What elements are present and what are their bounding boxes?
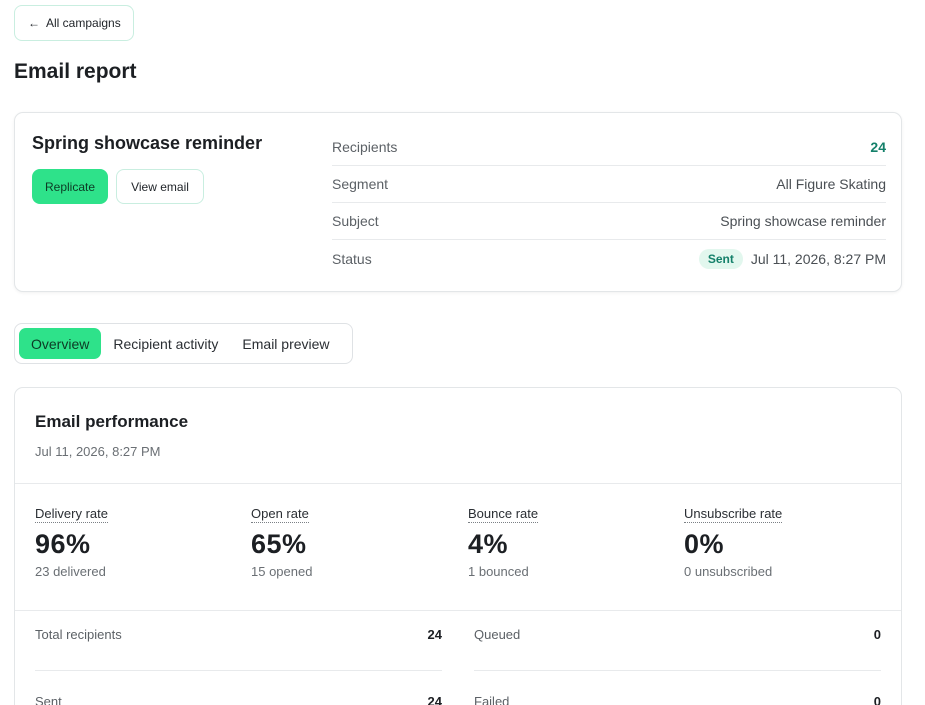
stat-value: 24 [427, 627, 442, 642]
detail-label: Recipients [332, 139, 398, 155]
metric-label[interactable]: Unsubscribe rate [684, 506, 783, 523]
sent-timestamp: Jul 11, 2026, 8:27 PM [750, 250, 886, 267]
metric-subtext: 0 unsubscribed [684, 564, 773, 579]
tab-recipient-activity[interactable]: Recipient activity [113, 335, 219, 352]
stat-row-total-recipients: Total recipients 24 [35, 627, 442, 671]
metric-bounce-rate: Bounce rate 4% 1 bounced [468, 505, 668, 579]
campaign-summary-card: Spring showcase reminder Replicate View … [14, 112, 902, 292]
metric-value: 0% [684, 529, 725, 559]
stats-right-column: Queued 0 Failed 0 [474, 627, 881, 705]
replicate-button[interactable]: Replicate [32, 169, 108, 204]
performance-title: Email performance [35, 412, 189, 431]
metric-value: 96% [35, 529, 91, 559]
stat-label: Queued [474, 627, 521, 642]
detail-row-subject: Subject Spring showcase reminder [332, 203, 886, 240]
metric-unsubscribe-rate: Unsubscribe rate 0% 0 unsubscribed [684, 505, 884, 579]
metric-subtext: 23 delivered [35, 564, 106, 579]
tab-email-preview[interactable]: Email preview [242, 335, 330, 352]
stat-row-sent: Sent 24 [35, 671, 442, 705]
segment-value: All Figure Skating [776, 176, 886, 192]
metric-subtext: 15 opened [251, 564, 313, 579]
view-email-button[interactable]: View email [116, 169, 204, 204]
performance-date: Jul 11, 2026, 8:27 PM [35, 444, 161, 459]
campaign-details: Recipients 24 Segment All Figure Skating… [332, 129, 886, 277]
divider [15, 483, 901, 484]
arrow-left-icon: ← [28, 16, 40, 30]
stat-row-failed: Failed 0 [474, 671, 881, 705]
metric-label[interactable]: Open rate [251, 506, 309, 523]
metric-open-rate: Open rate 65% 15 opened [251, 505, 451, 579]
metric-value: 4% [468, 529, 509, 559]
stat-label: Sent [35, 694, 62, 705]
subject-value: Spring showcase reminder [720, 213, 886, 229]
detail-label: Subject [332, 213, 379, 229]
back-button-label: All campaigns [46, 16, 121, 30]
tab-overview[interactable]: Overview [19, 328, 102, 359]
stat-label: Total recipients [35, 627, 122, 642]
stat-value: 0 [873, 627, 881, 642]
detail-label: Segment [332, 176, 389, 192]
detail-row-recipients: Recipients 24 [332, 129, 886, 166]
metric-label[interactable]: Delivery rate [35, 506, 108, 523]
status-badge: Sent [698, 248, 743, 269]
recipients-count: 24 [870, 139, 886, 155]
stat-row-queued: Queued 0 [474, 627, 881, 671]
stat-value: 24 [427, 694, 442, 705]
detail-row-segment: Segment All Figure Skating [332, 166, 886, 203]
detail-label: Status [332, 250, 372, 267]
metric-label[interactable]: Bounce rate [468, 506, 539, 523]
divider [15, 610, 901, 611]
metric-subtext: 1 bounced [468, 564, 529, 579]
campaign-name: Spring showcase reminder [32, 133, 263, 153]
metric-value: 65% [251, 529, 307, 559]
page-title: Email report [14, 60, 137, 83]
metrics-row: Delivery rate 96% 23 delivered Open rate… [35, 505, 881, 595]
stats-left-column: Total recipients 24 Sent 24 [35, 627, 442, 705]
detail-row-status: Status Sent Jul 11, 2026, 8:27 PM [332, 240, 886, 277]
stat-label: Failed [474, 694, 510, 705]
back-to-campaigns-button[interactable]: ← All campaigns [14, 5, 134, 41]
metric-delivery-rate: Delivery rate 96% 23 delivered [35, 505, 235, 579]
stat-value: 0 [873, 694, 881, 705]
report-tabs: Overview Recipient activity Email previe… [14, 323, 353, 364]
email-performance-card: Email performance Jul 11, 2026, 8:27 PM … [14, 387, 902, 705]
status-value: Sent Jul 11, 2026, 8:27 PM [698, 248, 886, 269]
